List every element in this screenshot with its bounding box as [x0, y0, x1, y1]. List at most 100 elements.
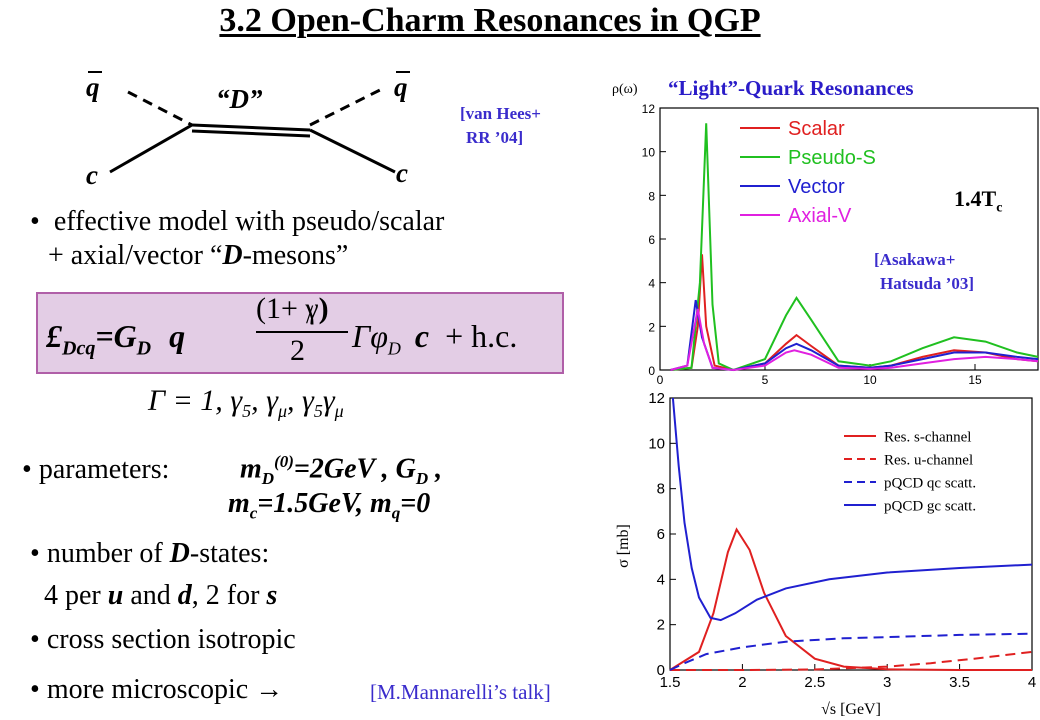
param-mc: m	[228, 488, 250, 519]
chart-1: 0 2 4 6 8 10 12 0 5 10 15 Scalar Pseudo-S Vector Axial…	[642, 102, 1039, 387]
chart-2: 0 2 4 6 8 10 12 1.5 2 2.5 3 3.5 4 Res. s-channel Res. …	[615, 390, 1036, 718]
citation-vanhees-2: RR ’04]	[466, 128, 524, 147]
param-G-sub: D	[415, 468, 429, 488]
legend-label-3: pQCD qc scatt.	[884, 475, 976, 491]
eq-gamma-phi: ΓφD c + h.c.	[352, 318, 517, 359]
bullet-1-line-2-post: -mesons”	[242, 240, 349, 271]
legend-label-1: Res. s-channel	[884, 429, 971, 445]
bullet-3-pre: number of	[46, 538, 170, 569]
bullet-3: • number of D-states:	[30, 538, 270, 569]
param-mq-sub: q	[391, 503, 401, 523]
y-tick-label: 2	[657, 617, 665, 634]
chart-1-ylabel: ρ(ω)	[612, 82, 638, 97]
bullet-4: • cross section isotropic	[30, 624, 296, 655]
y-tick-label: 0	[657, 662, 665, 679]
y-tick-label: 2	[648, 320, 655, 334]
param-m-sup: (0)	[274, 452, 294, 471]
x-tick-label: 1.5	[660, 674, 681, 691]
b3-u: u	[107, 580, 124, 611]
param-m: m	[240, 453, 262, 485]
citation-mannarelli: [M.Mannarelli’s talk]	[370, 680, 551, 704]
eq-c: c	[414, 318, 430, 354]
bullet-3-post: -states:	[189, 538, 270, 569]
legend-label-1: Scalar	[788, 118, 845, 140]
bullet-2-label: parameters:	[38, 454, 170, 485]
b3-b: and	[123, 580, 178, 611]
x-tick-label: 3	[883, 674, 891, 691]
y-tick-label: 4	[657, 571, 665, 588]
y-axis-label: σ [mb]	[615, 524, 632, 568]
diagram-c-right: c	[396, 158, 408, 188]
eq-L-sub: Dcq	[62, 337, 96, 360]
eq-fraction-bar	[256, 331, 348, 333]
eq-phi: φ	[370, 318, 388, 354]
bullet-1-line-2-pre: + axial/vector “	[48, 240, 223, 271]
eq-G-sub: D	[136, 337, 152, 360]
eq-lhs: £Dcq=GD q	[46, 318, 185, 360]
eq-denominator: 2	[290, 334, 305, 367]
x-tick-label: 4	[1028, 674, 1036, 691]
gamma-mu-b: μ	[334, 401, 344, 421]
series-line-1	[669, 527, 1032, 671]
param-line-2: mc=1.5GeV, mq=0	[228, 488, 430, 524]
gamma-5-mu-sep: , γ	[287, 384, 314, 417]
diagram-c-left: c	[86, 160, 98, 190]
x-tick-label: 2.5	[804, 674, 825, 691]
bullet-5: • more microscopic →	[30, 674, 284, 705]
eq-q: q	[169, 318, 186, 354]
gamma-5: 5	[242, 401, 252, 421]
param-mc-sub: c	[249, 503, 258, 523]
series-line-3	[669, 632, 1033, 671]
eq-phi-sub: D	[387, 338, 401, 359]
bullet-3-D: D	[169, 538, 190, 569]
bullet-1-line-2: + axial/vector “D-mesons”	[48, 240, 348, 272]
page-title: 3.2 Open-Charm Resonances in QGP	[219, 2, 761, 39]
bullet-4-text: cross section isotropic	[46, 624, 296, 655]
b3-s: s	[266, 580, 278, 611]
citation-asakawa-2: Hatsuda ’03]	[880, 274, 974, 293]
legend-label-2: Pseudo-S	[788, 147, 876, 169]
bullet-1-D: D	[222, 240, 243, 271]
y-tick-label: 8	[657, 481, 665, 498]
eq-hc: + h.c.	[445, 318, 518, 354]
eq-numerator: (1+ γ)	[256, 292, 329, 326]
x-tick-label: 3.5	[949, 674, 970, 691]
eq-num: (1+ γ	[256, 292, 319, 325]
gamma-list: Γ = 1, γ5, γμ, γ5γμ	[148, 384, 344, 421]
bullet-3-line-2: 4 per u and d, 2 for s	[44, 580, 277, 612]
param-comma: ,	[428, 453, 443, 485]
chart-1-title: “Light”-Quark Resonances	[668, 76, 914, 100]
y-tick-label: 10	[648, 435, 665, 452]
y-tick-label: 12	[648, 390, 665, 407]
bullet-1: • effective model with pseudo/scalar	[30, 206, 445, 237]
diagram	[88, 71, 410, 174]
diagram-D-label: “D”	[216, 84, 263, 114]
chart-1-annot-sub: c	[996, 200, 1003, 216]
param-line-1: mD(0)=2GeV , GD ,	[240, 452, 442, 489]
eq-G: =G	[95, 318, 137, 354]
param-mc-val: =1.5GeV, m	[257, 488, 392, 519]
b3-a: 4 per	[44, 580, 108, 611]
param-mq-val: =0	[400, 488, 431, 519]
gamma-list-start: Γ = 1, γ	[148, 384, 243, 417]
series-line-4	[670, 308, 1039, 372]
y-tick-label: 4	[648, 277, 655, 291]
x-tick-label: 2	[738, 674, 746, 691]
y-tick-label: 12	[642, 102, 656, 116]
legend-label-2: Res. u-channel	[884, 452, 973, 468]
citation-asakawa-1: [Asakawa+	[874, 250, 956, 269]
y-tick-label: 0	[648, 364, 655, 378]
bullet-2: • parameters:	[22, 454, 170, 485]
gamma-mu: μ	[277, 401, 288, 421]
b3-d: d	[177, 580, 192, 611]
param-val: =2GeV , G	[293, 453, 416, 485]
eq-Gamma: Γ	[352, 318, 371, 354]
x-tick-label: 0	[657, 373, 664, 387]
param-m-sub: D	[261, 468, 275, 488]
legend-label-4: pQCD gc scatt.	[884, 498, 976, 514]
x-axis-label: √s [GeV]	[821, 701, 881, 718]
lagrangian-box	[36, 292, 564, 374]
eq-num-close: )	[318, 292, 329, 325]
citation-vanhees-1: [van Hees+	[460, 104, 541, 123]
gamma-5b: 5	[313, 401, 323, 421]
